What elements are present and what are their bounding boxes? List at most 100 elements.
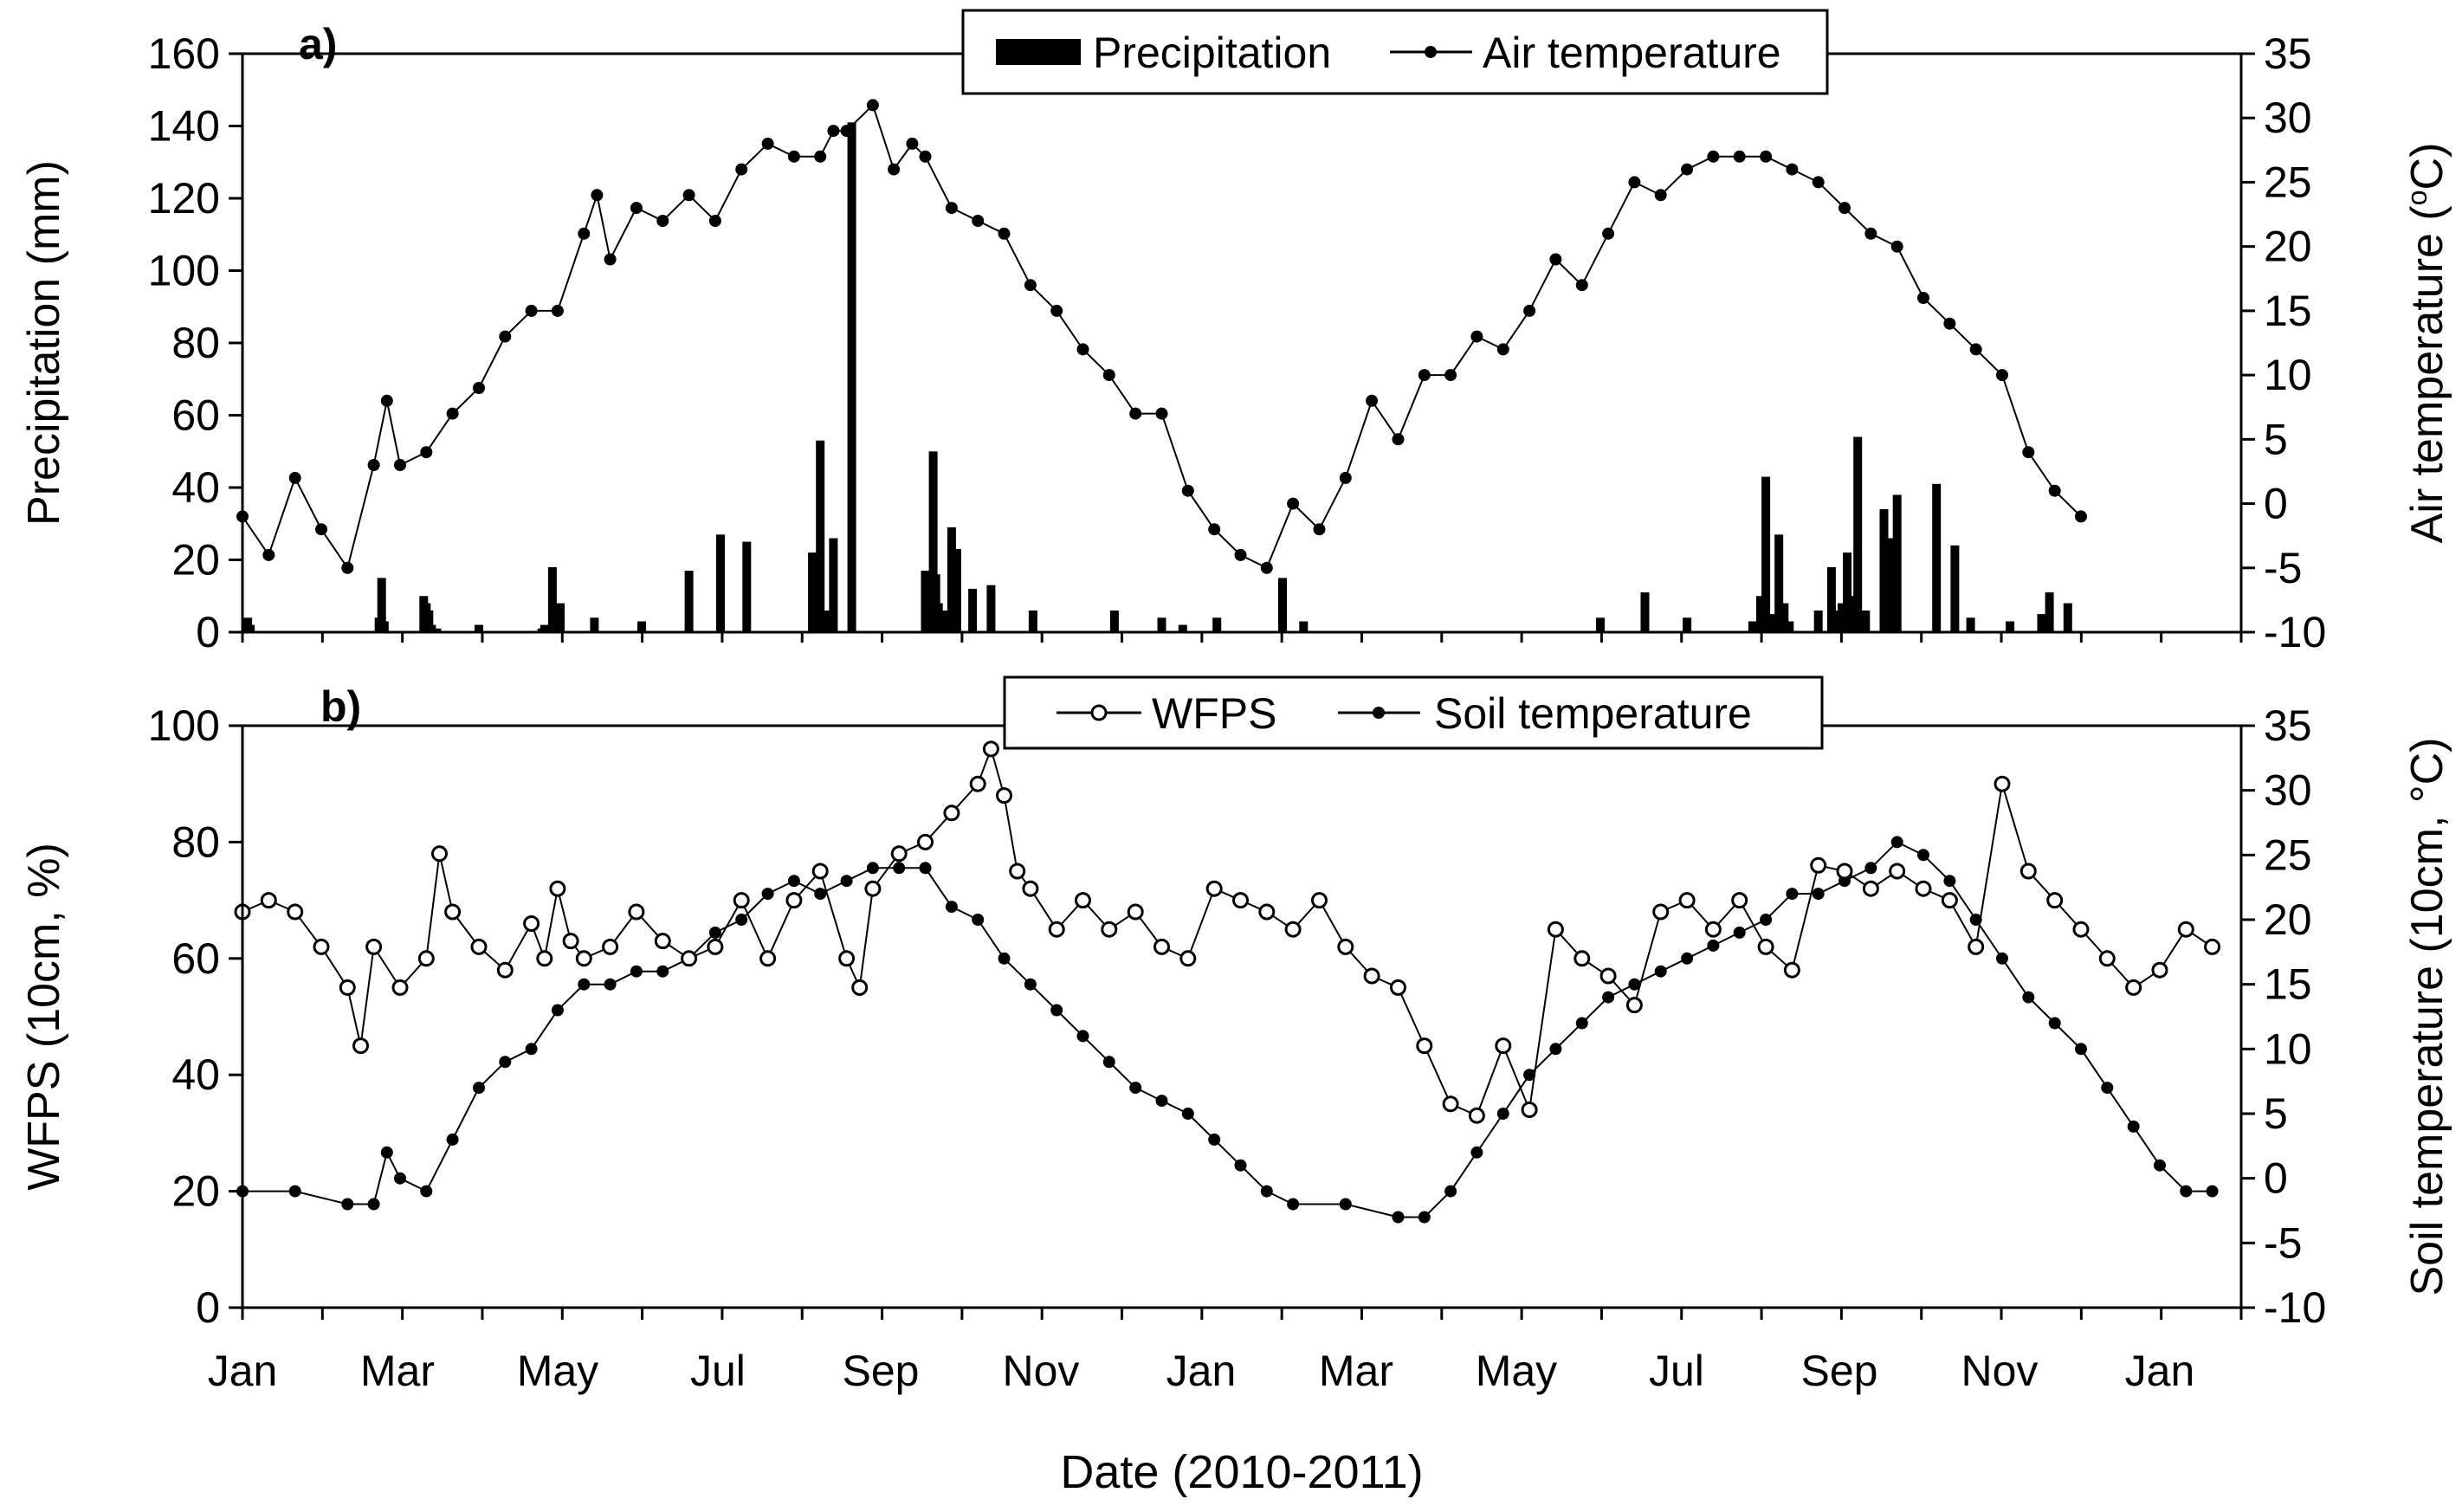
wfps-point	[1810, 856, 1827, 874]
soil-temp-point	[1076, 1030, 1089, 1043]
precip-bar	[928, 451, 938, 633]
wfps-point	[681, 950, 698, 967]
air-temperature-markers	[236, 99, 2087, 574]
air-temp-point	[1628, 176, 1641, 189]
soil-temp-point	[1760, 914, 1773, 926]
soil-temp-point	[1523, 1069, 1536, 1082]
air-temp-point	[1418, 369, 1431, 382]
wfps-point	[1075, 892, 1091, 909]
x-tick-label: Jan	[1166, 1347, 1237, 1395]
air-temp-point	[866, 99, 879, 112]
soil-temp-point	[2206, 1185, 2219, 1198]
wfps-point	[1495, 1037, 1512, 1055]
precip-bar	[808, 552, 817, 632]
soil-temp-point	[1602, 991, 1615, 1004]
wfps-point	[1311, 892, 1328, 909]
soil-temp-point	[919, 862, 932, 875]
wfps-axis-label: 20	[171, 1167, 220, 1216]
precip-bar	[1861, 611, 1871, 632]
air-temp-point	[499, 330, 512, 343]
air-temp-point	[906, 137, 919, 150]
soil-temperature-markers	[236, 836, 2219, 1224]
air-temp-point	[1812, 176, 1825, 189]
legend-a: Precipitation Air temperature	[961, 9, 1829, 95]
air-axis-label: 20	[2264, 223, 2312, 271]
legend-soil-label: Soil temperature	[1434, 689, 1752, 738]
wfps-axis-label: 80	[171, 817, 220, 866]
soil-temp-point	[1129, 1082, 1142, 1095]
precip-bar	[1785, 621, 1794, 632]
precip-bar	[424, 611, 434, 632]
x-tick-label: Sep	[842, 1347, 919, 1395]
soil-temp-point	[1234, 1159, 1247, 1172]
wfps-point	[1652, 903, 1670, 921]
precip-bar	[1879, 509, 1889, 632]
air-temp-point	[656, 215, 669, 227]
air-temperature-line	[242, 103, 2082, 571]
wfps-point	[496, 961, 514, 979]
legend-air-label: Air temperature	[1483, 29, 1781, 77]
soil-temp-point	[1943, 875, 1956, 888]
wfps-point	[536, 950, 553, 967]
wfps-point	[1390, 979, 1406, 996]
precip-bar	[1761, 476, 1771, 632]
precip-bar	[547, 566, 557, 632]
wfps-point	[996, 787, 1012, 804]
air-temp-point	[1602, 227, 1615, 240]
precip-bar	[684, 571, 694, 632]
soil-temp-point	[578, 978, 591, 991]
x-tick-label: Jul	[690, 1347, 746, 1395]
wfps-point	[1573, 950, 1591, 967]
wfps-point	[339, 979, 356, 996]
wfps-point	[352, 1037, 369, 1055]
air-temp-point	[1076, 343, 1089, 356]
air-temp-point	[1681, 163, 1694, 176]
precip-bar	[1843, 552, 1852, 632]
soil-temp-point	[1287, 1198, 1300, 1211]
soil-temp-point	[1890, 836, 1903, 849]
soil-temp-point	[840, 875, 853, 888]
precip-bar	[2063, 603, 2072, 632]
air-temp-point	[2048, 484, 2061, 497]
plot-frame-b	[241, 724, 2243, 1309]
wfps-point	[1337, 938, 1354, 955]
wfps-point	[785, 892, 803, 909]
legend-soil-marker	[1373, 707, 1385, 719]
soil-temp-point	[787, 875, 800, 888]
precip-bar	[1748, 621, 1757, 632]
x-axis-title: Date (2010-2011)	[1060, 1446, 1423, 1498]
wfps-point	[1994, 775, 2011, 792]
air-temp-point	[840, 125, 853, 138]
air-temp-point	[1313, 523, 1326, 536]
precip-axis-label: 0	[196, 608, 220, 656]
precip-bar	[952, 549, 961, 632]
wfps-point	[1205, 880, 1223, 897]
x-tick-label: Sep	[1800, 1347, 1877, 1395]
wfps-point	[2098, 950, 2116, 967]
precip-axis-label: 100	[148, 247, 220, 295]
air-temp-point	[1339, 471, 1352, 484]
soil-temp-point	[708, 926, 721, 939]
air-temp-point	[1129, 407, 1142, 420]
air-temp-point	[525, 304, 538, 317]
soil-temp-point	[1470, 1146, 1483, 1159]
soil-axis-label: 10	[2264, 1024, 2312, 1073]
wfps-point	[1009, 863, 1026, 880]
precip-bar	[379, 621, 389, 632]
air-temp-point	[761, 137, 774, 150]
precip-bar	[829, 538, 838, 632]
precip-bar	[540, 624, 549, 632]
soil-temp-point	[1050, 1004, 1063, 1017]
soil-temp-point	[420, 1185, 433, 1198]
precip-bar	[947, 527, 956, 632]
wfps-point	[1625, 997, 1643, 1014]
air-temp-point	[604, 253, 617, 266]
air-axis-label: 30	[2264, 94, 2312, 142]
air-temp-point	[1523, 304, 1536, 317]
precip-bar	[1767, 614, 1776, 632]
wfps-point	[628, 903, 645, 921]
air-temp-point	[1760, 150, 1773, 163]
panel-a: 0 20 40 60 80 100 120 140 160 -10 -5 0 5 10 15 20 25 30 3…	[19, 9, 2452, 656]
wfps-point	[1179, 950, 1197, 967]
air-axis-label: 15	[2264, 287, 2312, 335]
